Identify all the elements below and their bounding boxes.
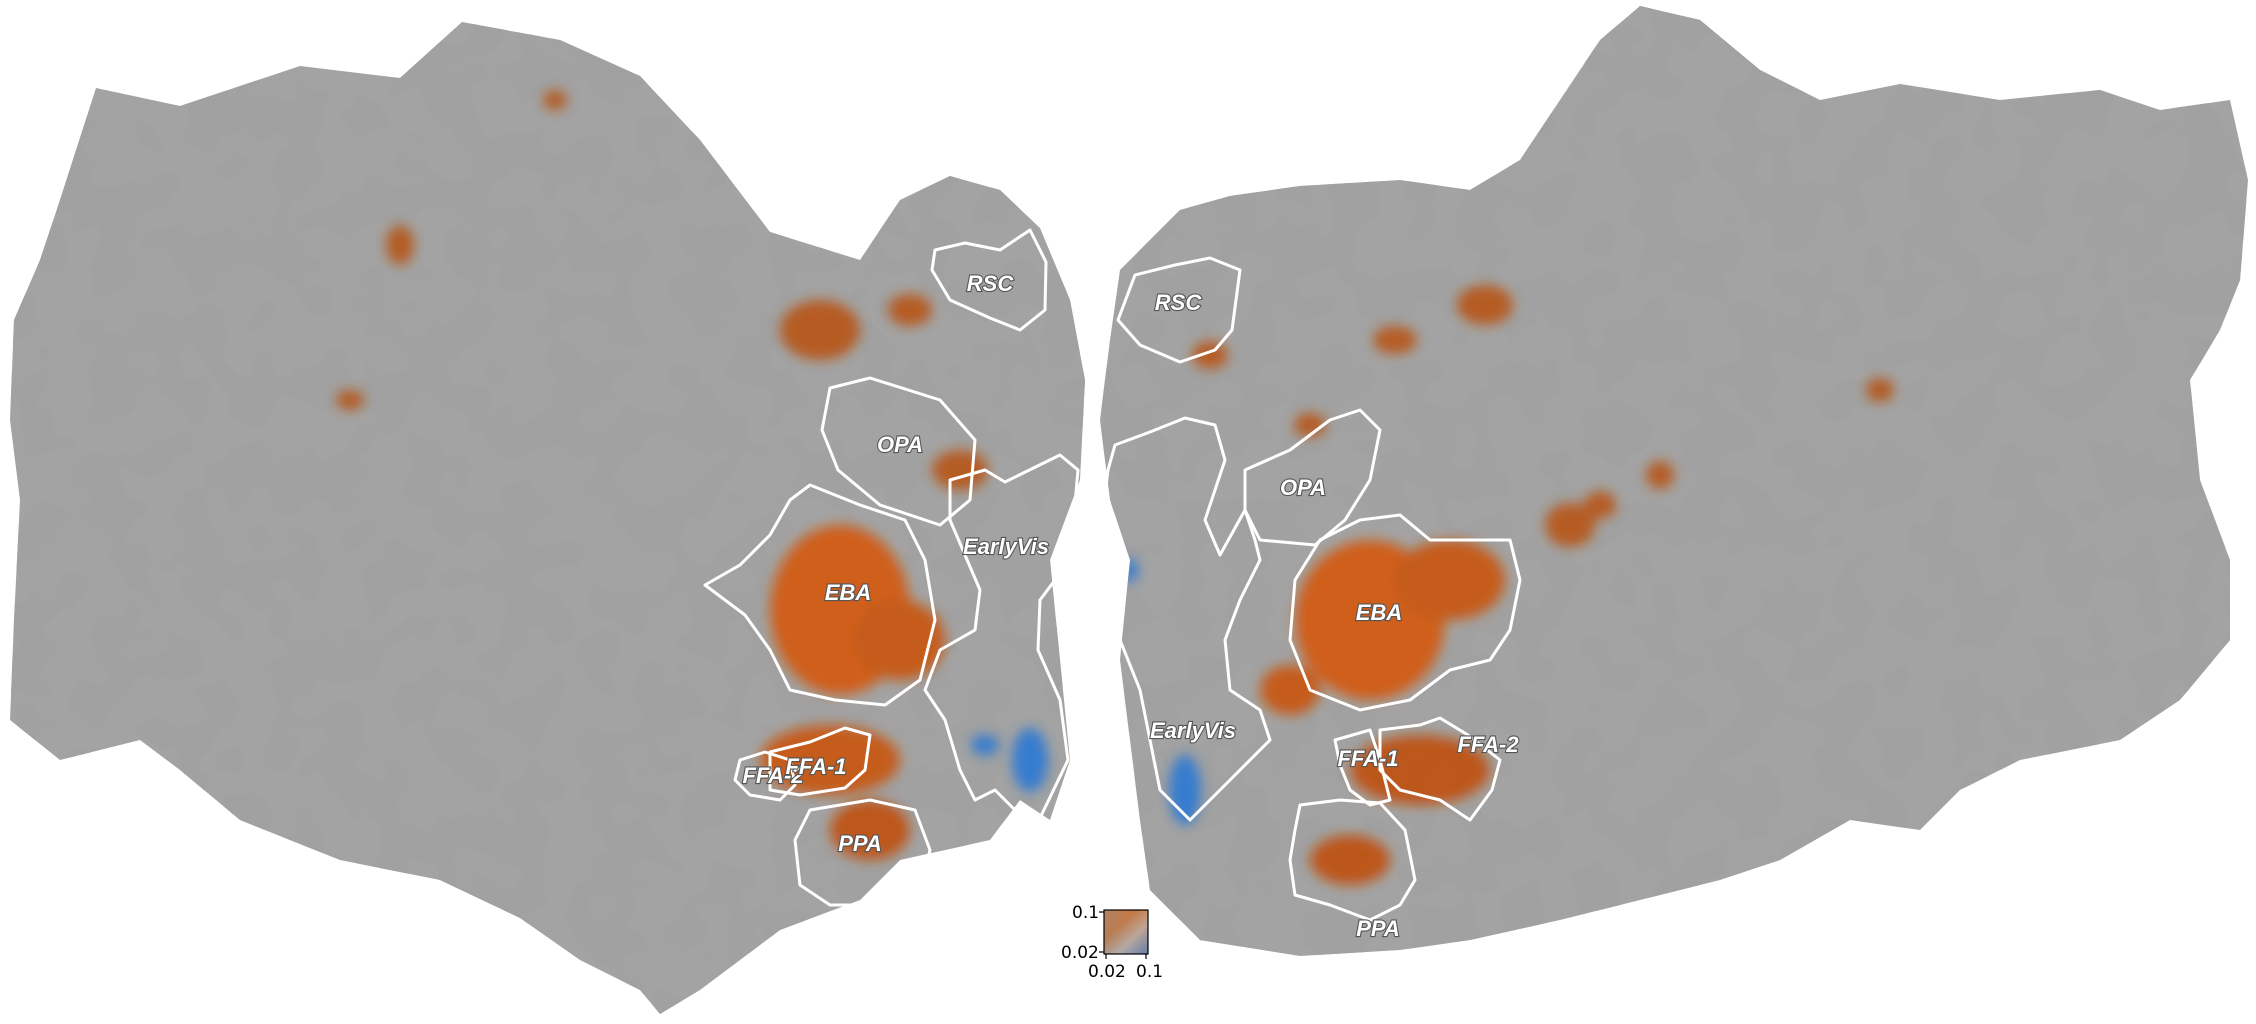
colorbar-x-left-label: 0.02: [1088, 962, 1126, 982]
left-rsc-label: RSC: [967, 271, 1015, 296]
right-roi-labels: RSC OPA EBA EarlyVis FFA-1 FFA-2 PPA: [1149, 289, 1521, 942]
right-eba-outline: [1288, 513, 1522, 712]
colorbar-y-top-label: 0.1: [1072, 903, 1099, 923]
left-opa-label: OPA: [877, 432, 923, 457]
colorbar-2d: 0.1 0.02 0.02 0.1: [1061, 903, 1163, 982]
right-eba-label: EBA: [1356, 600, 1402, 625]
left-opa-outline: [820, 376, 977, 527]
left-earlyvis-label: EarlyVis: [963, 534, 1049, 559]
right-ffa2-outline: [1378, 716, 1502, 822]
left-ffa1-label: FFA-1: [785, 754, 846, 779]
right-roi-outlines: [1100, 256, 1522, 922]
right-ffa1-label: FFA-1: [1337, 746, 1398, 771]
right-ppa-outline: [1288, 798, 1417, 922]
left-ppa-label: PPA: [838, 831, 882, 856]
left-ppa-outline: [793, 798, 932, 907]
right-opa-label: OPA: [1280, 475, 1326, 500]
right-opa-outline: [1243, 408, 1382, 547]
left-roi-labels: RSC OPA EarlyVis EBA FFA-2 FFA-1 PPA: [741, 270, 1050, 857]
right-hemisphere-flatmap: [1100, 6, 2248, 956]
right-sulci-pattern: [1100, 6, 2248, 956]
left-rsc-outline: [930, 228, 1048, 332]
left-ffa2-label: FFA-2: [742, 763, 804, 788]
left-eba-label: EBA: [825, 580, 871, 605]
right-activation-map: [1122, 285, 1894, 885]
right-earlyvis-outline: [1100, 416, 1272, 822]
left-sulci-pattern: [10, 22, 1085, 1014]
left-hemisphere-flatmap: [10, 22, 1085, 1014]
left-ffa1-outline: [768, 726, 872, 797]
right-ffa2-label: FFA-2: [1457, 732, 1519, 757]
colorbar-frame: [1103, 909, 1149, 955]
colorbar-y-bottom-label: 0.02: [1061, 943, 1099, 963]
left-earlyvis-outline: [923, 453, 1080, 820]
colorbar-x-right-label: 0.1: [1136, 962, 1163, 982]
right-ppa-label: PPA: [1356, 916, 1400, 941]
right-rsc-label: RSC: [1155, 290, 1203, 315]
left-roi-outlines: [703, 228, 1080, 907]
colorbar-swatch-overlay: [1104, 910, 1148, 954]
right-rsc-outline: [1116, 256, 1242, 364]
left-eba-outline: [703, 483, 937, 707]
right-earlyvis-label: EarlyVis: [1150, 718, 1236, 743]
